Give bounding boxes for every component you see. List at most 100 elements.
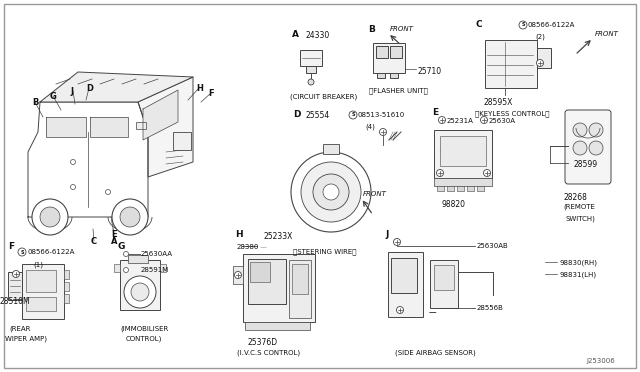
Text: 25630AA: 25630AA: [141, 251, 173, 257]
Circle shape: [323, 184, 339, 200]
Text: FRONT: FRONT: [363, 191, 387, 197]
Bar: [64, 282, 69, 291]
Bar: [128, 255, 148, 263]
Circle shape: [13, 270, 19, 278]
Bar: [136, 122, 146, 129]
Text: G: G: [50, 92, 57, 101]
Bar: [388, 252, 423, 317]
Text: J: J: [385, 230, 388, 239]
Text: E: E: [111, 230, 116, 239]
Text: 08513-51610: 08513-51610: [358, 112, 405, 118]
Bar: [173, 132, 191, 150]
Text: C: C: [475, 20, 482, 29]
Text: 25710: 25710: [417, 67, 441, 76]
Text: 24330: 24330: [306, 31, 330, 40]
Circle shape: [349, 111, 357, 119]
Bar: [245, 322, 310, 330]
Bar: [243, 254, 315, 322]
Circle shape: [519, 21, 527, 29]
Circle shape: [483, 170, 490, 176]
Bar: [457, 186, 464, 191]
Circle shape: [438, 116, 445, 124]
Bar: [289, 260, 311, 318]
Circle shape: [313, 174, 349, 210]
Text: H: H: [235, 230, 243, 239]
Text: WIPER AMP): WIPER AMP): [5, 335, 47, 341]
Text: 28599: 28599: [573, 160, 597, 169]
Text: J: J: [70, 87, 73, 96]
Circle shape: [397, 307, 403, 314]
Bar: [376, 46, 388, 58]
Text: —: —: [260, 244, 267, 250]
Text: (REMOTE: (REMOTE: [563, 204, 595, 211]
Polygon shape: [46, 117, 86, 137]
Text: 25630A: 25630A: [489, 118, 516, 124]
Text: 25376D: 25376D: [247, 338, 277, 347]
Text: A: A: [292, 30, 299, 39]
Bar: [430, 260, 458, 308]
Circle shape: [380, 128, 387, 135]
Text: C: C: [91, 237, 97, 246]
Circle shape: [70, 160, 76, 164]
Text: 25630AB: 25630AB: [477, 243, 509, 249]
Circle shape: [589, 123, 603, 137]
Bar: [64, 294, 69, 303]
Text: 98831(LH): 98831(LH): [559, 271, 596, 278]
Bar: [8, 272, 22, 300]
Text: (4): (4): [365, 124, 375, 131]
Text: G: G: [118, 242, 125, 251]
Bar: [467, 186, 474, 191]
Bar: [434, 265, 454, 290]
Circle shape: [573, 123, 587, 137]
Text: 〈KEYLESS CONTROL〉: 〈KEYLESS CONTROL〉: [475, 110, 550, 116]
Text: S: S: [521, 22, 525, 28]
Text: 28380: 28380: [237, 244, 259, 250]
Polygon shape: [138, 77, 193, 177]
Text: (IMMOBILISER: (IMMOBILISER: [120, 325, 168, 331]
Bar: [306, 66, 316, 73]
Bar: [120, 260, 160, 310]
Circle shape: [234, 272, 241, 279]
Circle shape: [573, 141, 587, 155]
Text: 25233X: 25233X: [263, 232, 292, 241]
Circle shape: [536, 60, 543, 67]
Text: D: D: [86, 84, 93, 93]
Bar: [22, 264, 64, 319]
Circle shape: [124, 276, 156, 308]
Circle shape: [436, 170, 444, 176]
Bar: [390, 73, 398, 78]
Text: F: F: [208, 89, 214, 98]
Circle shape: [120, 207, 140, 227]
Bar: [248, 259, 286, 304]
Bar: [377, 73, 385, 78]
Bar: [373, 43, 405, 73]
Text: B: B: [368, 25, 375, 34]
FancyBboxPatch shape: [565, 110, 611, 184]
Circle shape: [481, 116, 488, 124]
Circle shape: [18, 248, 26, 256]
Text: FRONT: FRONT: [390, 26, 414, 32]
Bar: [391, 258, 417, 293]
Circle shape: [589, 141, 603, 155]
Text: 〈STEERING WIRE〉: 〈STEERING WIRE〉: [293, 248, 356, 254]
Bar: [447, 186, 454, 191]
Text: (REAR: (REAR: [9, 325, 30, 331]
Text: 98830(RH): 98830(RH): [559, 259, 597, 266]
Text: FRONT: FRONT: [595, 31, 619, 37]
Polygon shape: [143, 90, 178, 140]
Bar: [440, 136, 486, 166]
Text: 28510M: 28510M: [0, 297, 31, 306]
Text: A: A: [111, 237, 118, 246]
Text: —: —: [429, 308, 436, 317]
Text: SWITCH): SWITCH): [566, 215, 596, 221]
Text: 25231A: 25231A: [447, 118, 474, 124]
Text: 08566-6122A: 08566-6122A: [27, 249, 74, 255]
Polygon shape: [90, 117, 128, 137]
Circle shape: [291, 152, 371, 232]
Bar: [477, 186, 484, 191]
Text: 08566-6122A: 08566-6122A: [528, 22, 575, 28]
Bar: [437, 186, 444, 191]
Text: (SIDE AIRBAG SENSOR): (SIDE AIRBAG SENSOR): [395, 350, 476, 356]
Text: (1): (1): [33, 261, 43, 267]
Text: S: S: [20, 250, 24, 254]
